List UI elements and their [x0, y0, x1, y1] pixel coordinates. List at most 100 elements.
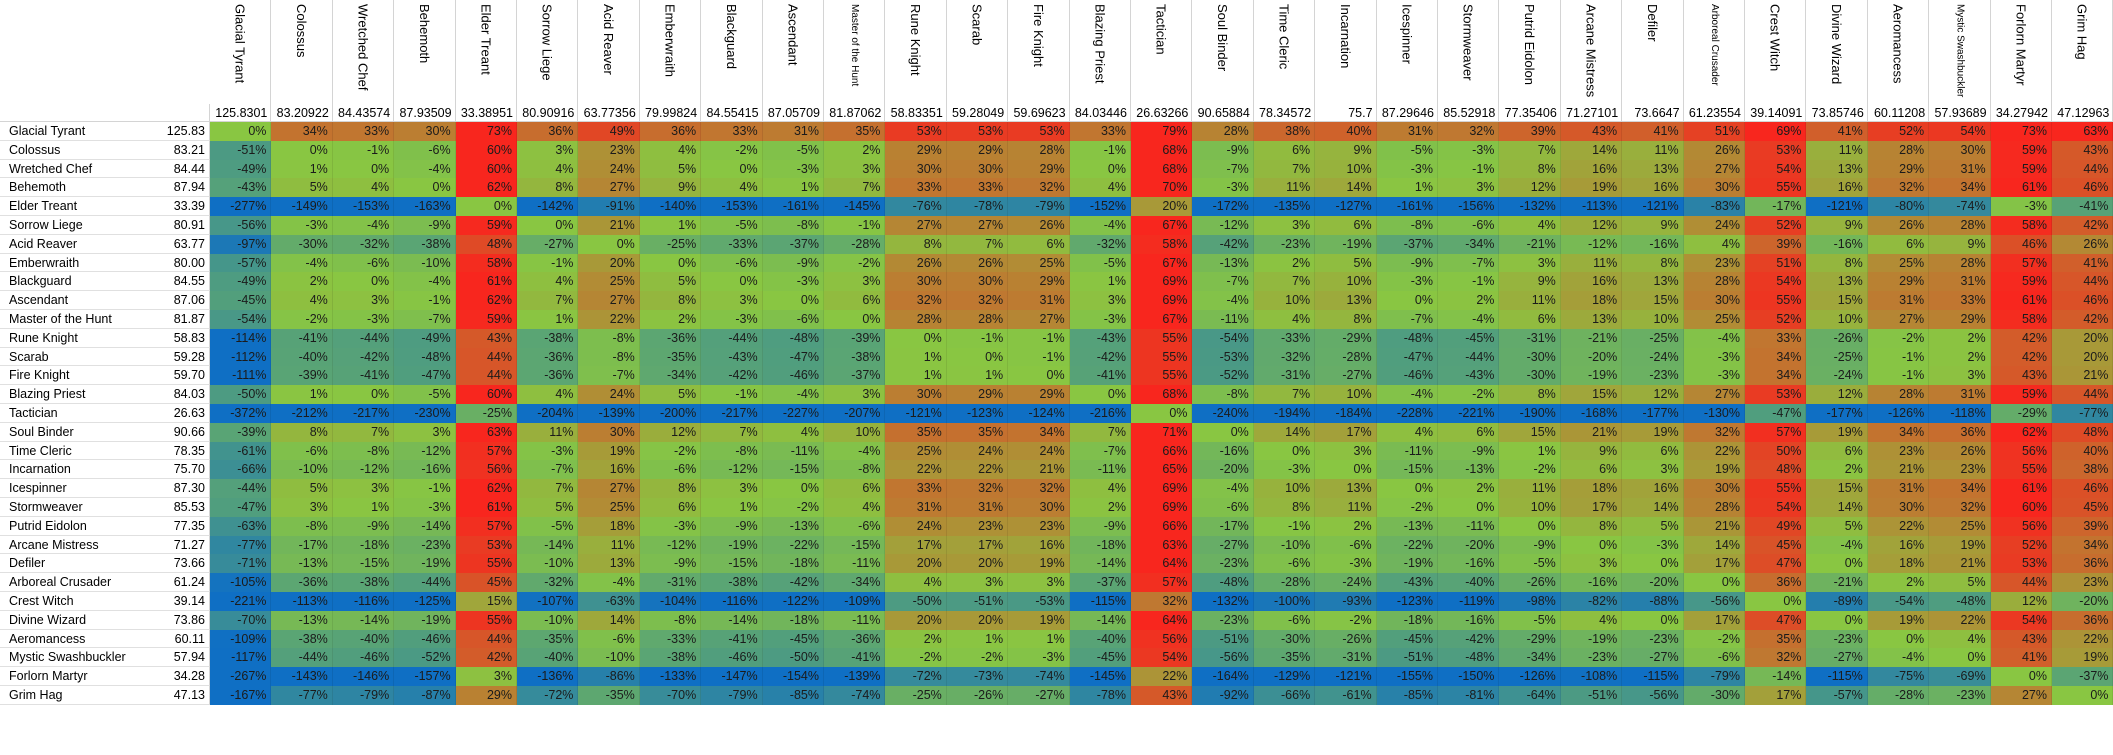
matrix-cell[interactable]: -13% [1192, 253, 1254, 273]
matrix-cell[interactable]: -114% [210, 328, 272, 348]
matrix-cell[interactable]: -27% [1192, 535, 1254, 555]
matrix-cell[interactable]: 3% [1560, 554, 1623, 574]
row-name-cell[interactable]: Behemoth [0, 178, 142, 198]
matrix-cell[interactable]: 5% [271, 178, 333, 198]
column-header-crest-witch[interactable]: Crest Witch [1745, 0, 1807, 104]
matrix-cell[interactable]: -23% [1622, 629, 1684, 649]
matrix-cell[interactable]: -119% [1438, 592, 1500, 611]
matrix-cell[interactable]: 45% [455, 573, 517, 592]
matrix-cell[interactable]: 14% [578, 610, 640, 630]
column-value-cell[interactable]: 73.6647 [1622, 104, 1684, 122]
matrix-cell[interactable]: 61% [1990, 479, 2052, 498]
row-name-cell[interactable]: Blazing Priest [0, 385, 142, 404]
matrix-cell[interactable]: 7% [1499, 140, 1561, 160]
matrix-cell[interactable]: -1% [824, 216, 886, 235]
matrix-cell[interactable]: 23% [578, 140, 640, 160]
matrix-cell[interactable]: -19% [1560, 629, 1623, 649]
matrix-cell[interactable]: 0% [1560, 535, 1623, 555]
matrix-cell[interactable]: 27% [1008, 310, 1070, 329]
matrix-cell[interactable]: 5% [639, 272, 702, 292]
column-header-defiler[interactable]: Defiler [1622, 0, 1684, 104]
matrix-cell[interactable]: -43% [1376, 573, 1438, 592]
matrix-cell[interactable]: 11% [1253, 178, 1316, 198]
matrix-cell[interactable]: 24% [946, 441, 1009, 461]
matrix-cell[interactable]: 25% [1008, 253, 1070, 273]
matrix-cell[interactable]: 0% [394, 178, 456, 198]
matrix-cell[interactable]: 33% [1069, 122, 1131, 141]
matrix-cell[interactable]: -216% [1069, 404, 1131, 423]
matrix-cell[interactable]: 2% [1806, 460, 1868, 480]
matrix-cell[interactable]: 34% [1008, 422, 1070, 442]
matrix-cell[interactable]: 66% [1131, 441, 1193, 461]
column-header-fire-knight[interactable]: Fire Knight [1008, 0, 1070, 104]
matrix-cell[interactable]: -124% [1008, 404, 1070, 423]
column-header-blazing-priest[interactable]: Blazing Priest [1070, 0, 1131, 104]
matrix-cell[interactable]: 12% [1990, 592, 2052, 611]
matrix-cell[interactable]: 0% [1929, 648, 1991, 668]
matrix-cell[interactable]: -16% [394, 460, 456, 480]
matrix-cell[interactable]: 30% [1867, 498, 1930, 517]
matrix-cell[interactable]: -6% [762, 310, 824, 329]
matrix-cell[interactable]: 60% [455, 140, 517, 160]
matrix-cell[interactable]: -156% [1438, 197, 1500, 216]
matrix-cell[interactable]: 2% [1929, 328, 1991, 348]
matrix-cell[interactable]: 31% [946, 498, 1009, 517]
matrix-cell[interactable]: 6% [1008, 234, 1070, 254]
matrix-cell[interactable]: -1% [1438, 272, 1500, 292]
row-name-cell[interactable]: Divine Wizard [0, 611, 142, 630]
matrix-cell[interactable]: -47% [394, 366, 456, 386]
matrix-cell[interactable]: 6% [1315, 216, 1377, 235]
matrix-cell[interactable]: -6% [1192, 498, 1254, 517]
matrix-cell[interactable]: -77% [2052, 404, 2113, 423]
matrix-cell[interactable]: 1% [1008, 629, 1070, 649]
matrix-cell[interactable]: 29% [1008, 159, 1070, 179]
matrix-cell[interactable]: -217% [701, 404, 763, 423]
matrix-cell[interactable]: -79% [1683, 667, 1745, 686]
matrix-cell[interactable]: 0% [332, 159, 395, 179]
column-header-elder-treant[interactable]: Elder Treant [456, 0, 517, 104]
matrix-cell[interactable]: -12% [1560, 234, 1623, 254]
row-name-cell[interactable]: Grim Hag [0, 686, 142, 705]
matrix-cell[interactable]: 0% [271, 140, 333, 160]
matrix-cell[interactable]: 20% [2052, 328, 2113, 348]
matrix-cell[interactable]: 16% [1622, 479, 1684, 498]
matrix-cell[interactable]: 18% [1560, 479, 1623, 498]
matrix-cell[interactable]: 36% [639, 122, 702, 141]
matrix-cell[interactable]: 6% [1622, 441, 1684, 461]
column-value-cell[interactable]: 79.99824 [639, 104, 702, 122]
matrix-cell[interactable]: 52% [1745, 216, 1807, 235]
matrix-cell[interactable]: 25% [1929, 516, 1991, 536]
matrix-cell[interactable]: 0% [1192, 422, 1254, 442]
matrix-cell[interactable]: -2% [271, 310, 333, 329]
matrix-cell[interactable]: -139% [824, 667, 886, 686]
matrix-cell[interactable]: 79% [1131, 122, 1193, 141]
matrix-cell[interactable]: -9% [762, 253, 824, 273]
matrix-cell[interactable]: 30% [885, 385, 947, 404]
matrix-cell[interactable]: 71% [1131, 422, 1193, 442]
matrix-cell[interactable]: -51% [1560, 686, 1623, 705]
matrix-cell[interactable]: 54% [1745, 498, 1807, 517]
matrix-cell[interactable]: 10% [1806, 310, 1868, 329]
matrix-cell[interactable]: 73% [1990, 122, 2052, 141]
matrix-cell[interactable]: -6% [1253, 554, 1316, 574]
matrix-cell[interactable]: 30% [1683, 291, 1745, 310]
matrix-cell[interactable]: 23% [1867, 441, 1930, 461]
matrix-cell[interactable]: -19% [701, 535, 763, 555]
matrix-cell[interactable]: 59% [1990, 385, 2052, 404]
column-header-glacial-tyrant[interactable]: Glacial Tyrant [210, 0, 272, 104]
matrix-cell[interactable]: -23% [1622, 366, 1684, 386]
matrix-cell[interactable]: -51% [210, 140, 272, 160]
matrix-cell[interactable]: -3% [271, 216, 333, 235]
matrix-cell[interactable]: 16% [1867, 535, 1930, 555]
matrix-cell[interactable]: 62% [455, 178, 517, 198]
matrix-cell[interactable]: 46% [2052, 291, 2113, 310]
matrix-cell[interactable]: 25% [1683, 310, 1745, 329]
matrix-cell[interactable]: -135% [1253, 197, 1316, 216]
matrix-cell[interactable]: -6% [1315, 535, 1377, 555]
matrix-cell[interactable]: 34% [1745, 347, 1807, 367]
matrix-cell[interactable]: -29% [1990, 404, 2052, 423]
matrix-cell[interactable]: -38% [701, 573, 763, 592]
matrix-cell[interactable]: 17% [1315, 422, 1377, 442]
matrix-cell[interactable]: 54% [1745, 159, 1807, 179]
matrix-cell[interactable]: 6% [1499, 310, 1561, 329]
